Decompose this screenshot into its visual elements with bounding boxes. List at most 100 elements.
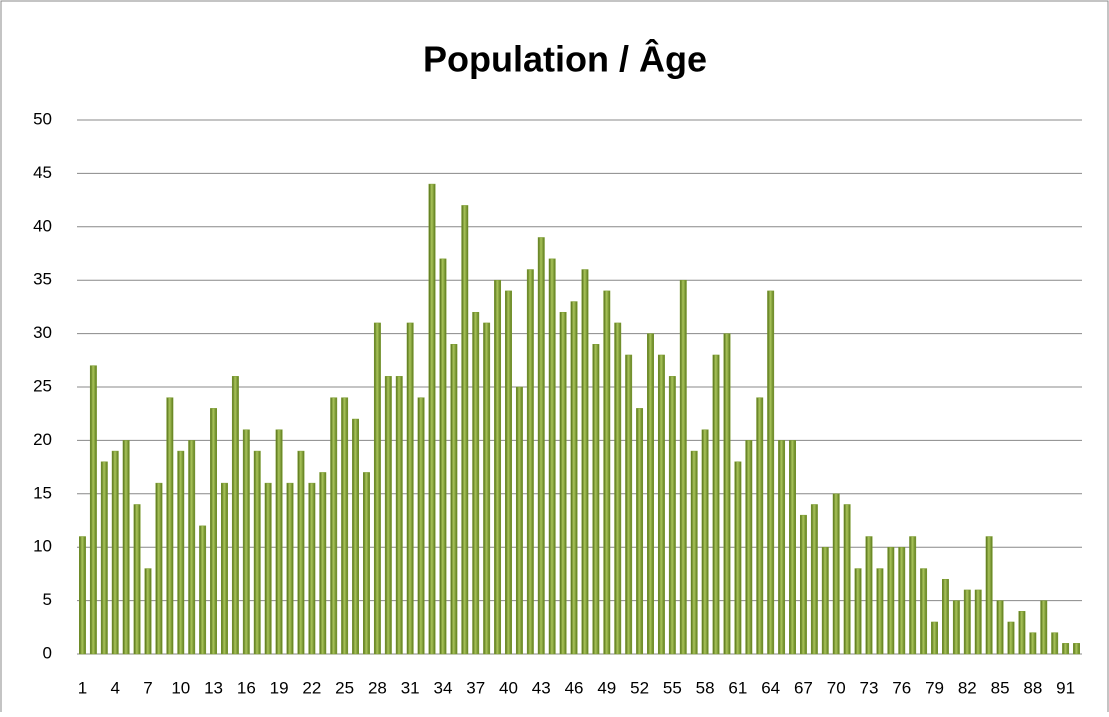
chart-title: Population / Âge: [423, 38, 707, 80]
bar: [810, 504, 818, 655]
bar: [166, 397, 174, 655]
bar: [428, 183, 436, 655]
bar: [199, 525, 207, 655]
bar: [690, 450, 698, 655]
bar: [931, 621, 938, 655]
bar: [384, 376, 392, 655]
bar: [264, 482, 272, 655]
bar: [242, 429, 250, 655]
bar: [363, 472, 370, 655]
bar: [581, 269, 589, 655]
x-tick-label: 16: [237, 678, 256, 697]
bar: [1073, 643, 1080, 655]
bar: [79, 536, 86, 655]
bar: [548, 258, 556, 655]
bar: [286, 482, 294, 655]
bar: [155, 482, 163, 655]
x-tick-label: 52: [630, 678, 649, 697]
x-tick-label: 25: [335, 678, 354, 697]
bar: [494, 279, 502, 655]
bar: [122, 440, 130, 655]
bar: [701, 429, 709, 655]
x-tick-label: 70: [827, 678, 846, 697]
bar: [1040, 600, 1048, 655]
bar: [898, 546, 906, 655]
bar: [319, 472, 327, 655]
x-tick-label: 7: [143, 678, 152, 697]
x-tick-label: 76: [892, 678, 911, 697]
bar: [920, 568, 928, 655]
bar: [843, 504, 851, 655]
bar: [461, 205, 469, 655]
bar: [865, 536, 873, 655]
x-tick-label: 4: [110, 678, 119, 697]
bar: [570, 301, 578, 655]
bar: [559, 311, 567, 655]
bar: [221, 482, 228, 655]
bar: [111, 450, 119, 655]
bar: [341, 397, 349, 655]
x-tick-label: 73: [860, 678, 879, 697]
x-tick-label: 79: [925, 678, 944, 697]
bar: [942, 578, 949, 655]
bar: [625, 354, 633, 655]
x-tick-label: 13: [204, 678, 223, 697]
bar: [734, 461, 742, 655]
bar: [505, 290, 512, 655]
bar: [133, 504, 141, 655]
bar: [297, 450, 305, 655]
x-tick-label: 61: [728, 678, 747, 697]
bar: [1051, 632, 1059, 655]
x-tick-label: 88: [1023, 678, 1042, 697]
x-tick-label: 40: [499, 678, 518, 697]
y-tick-label: 30: [33, 323, 52, 342]
bar: [100, 461, 108, 655]
bar: [832, 493, 840, 655]
bar: [657, 354, 665, 655]
y-tick-label: 40: [33, 216, 52, 235]
bar: [275, 429, 283, 655]
bar: [767, 290, 775, 655]
bar: [745, 440, 753, 655]
bar: [974, 589, 982, 655]
bar: [778, 440, 786, 655]
bar: [526, 269, 534, 655]
bar: [308, 482, 316, 655]
y-tick-label: 50: [33, 109, 52, 128]
bar: [614, 322, 622, 655]
x-tick-label: 91: [1056, 678, 1075, 697]
bar: [373, 322, 381, 655]
bar: [1029, 632, 1037, 655]
x-tick-label: 34: [433, 678, 452, 697]
bar: [647, 333, 654, 655]
y-tick-label: 5: [43, 590, 52, 609]
bar: [330, 397, 338, 655]
bar: [909, 536, 917, 655]
bar: [439, 258, 447, 655]
x-tick-label: 64: [761, 678, 780, 697]
x-tick-label: 55: [663, 678, 682, 697]
bar: [395, 376, 403, 655]
x-tick-label: 10: [171, 678, 190, 697]
bar: [515, 386, 523, 655]
x-tick-label: 43: [532, 678, 551, 697]
bar: [231, 376, 239, 655]
bar: [406, 322, 414, 655]
bar: [821, 546, 829, 655]
x-tick-label: 19: [270, 678, 289, 697]
x-tick-label: 1: [78, 678, 87, 697]
bar: [210, 408, 217, 655]
x-tick-label: 28: [368, 678, 387, 697]
bar: [1018, 611, 1026, 655]
x-tick-label: 46: [565, 678, 584, 697]
bar: [352, 418, 360, 655]
bar: [952, 600, 960, 655]
y-tick-label: 35: [33, 270, 52, 289]
x-tick-label: 37: [466, 678, 485, 697]
y-tick-label: 20: [33, 430, 52, 449]
bar: [417, 397, 425, 655]
bar: [985, 536, 993, 655]
bar: [603, 290, 611, 655]
bar: [887, 546, 895, 655]
